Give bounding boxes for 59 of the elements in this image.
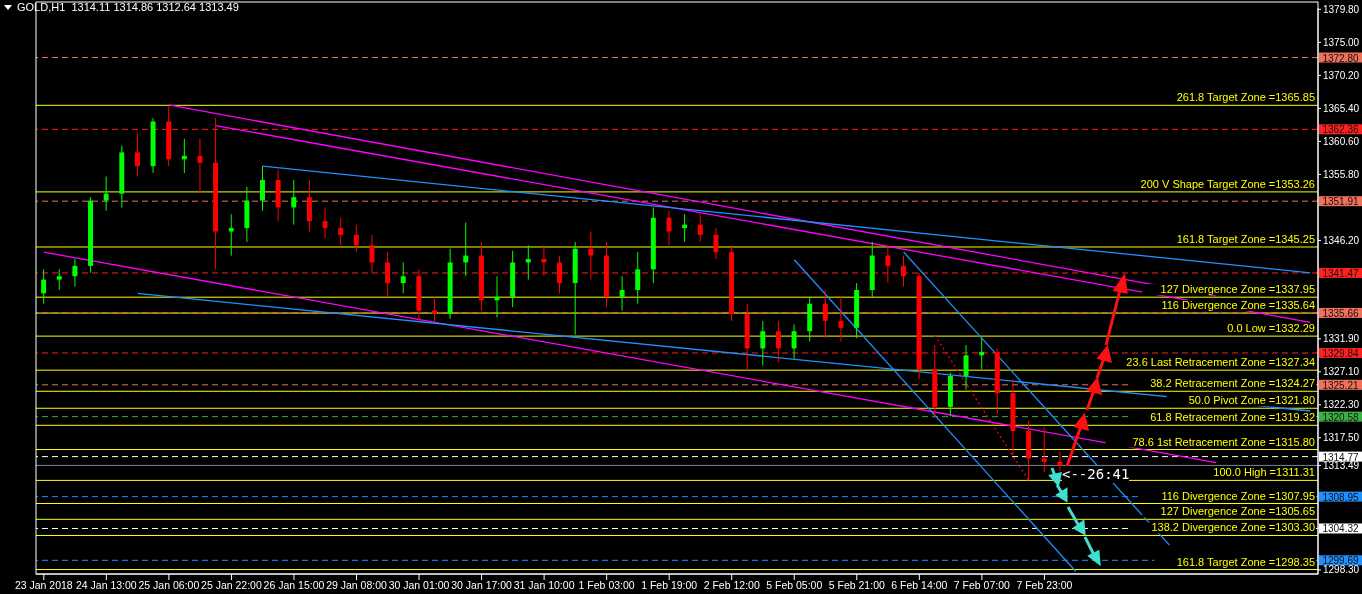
ref-line-label: 1325.21 xyxy=(1322,379,1360,391)
chart-title: GOLD,H1 1314.11 1314.86 1312.64 1313.49 xyxy=(17,1,239,13)
x-tick-label: 25 Jan 22:00 xyxy=(201,579,262,592)
annotation: <--26:41 xyxy=(1062,466,1130,484)
ref-line-label: 1335.66 xyxy=(1322,307,1360,319)
y-tick-label: 1327.10 xyxy=(1323,366,1360,378)
x-tick-label: 1 Feb 03:00 xyxy=(578,579,635,592)
ref-line-label: 1314.77 xyxy=(1322,451,1360,463)
ref-line-label: 1351.91 xyxy=(1322,196,1360,208)
y-tick-label: 1375.00 xyxy=(1323,36,1360,48)
x-tick-label: 2 Feb 12:00 xyxy=(703,579,760,592)
y-tick-label: 1360.60 xyxy=(1323,135,1360,147)
x-tick-label: 1 Feb 19:00 xyxy=(641,579,698,592)
ref-line-label: 261.8 Target Zone =1365.85 xyxy=(1176,91,1315,104)
y-tick-label: 1331.90 xyxy=(1323,333,1360,345)
x-tick-label: 5 Feb 21:00 xyxy=(828,579,885,592)
x-tick-label: 30 Jan 01:00 xyxy=(388,579,450,592)
ref-line-label: 200 V Shape Target Zone =1353.26 xyxy=(1140,177,1315,190)
ref-line-label: 161.8 Target Zone =1298.35 xyxy=(1176,555,1315,568)
ref-line-label: 138.2 Divergence Zone =1303.30 xyxy=(1151,521,1315,534)
ref-line-label: 38.2 Retracement Zone =1324.27 xyxy=(1150,377,1315,390)
y-tick-label: 1355.80 xyxy=(1323,168,1360,180)
y-tick-label: 1365.40 xyxy=(1323,102,1360,114)
y-tick-label: 1346.20 xyxy=(1323,235,1360,246)
ref-line-label: 1308.95 xyxy=(1322,491,1360,503)
y-tick-label: 1298.30 xyxy=(1323,564,1360,576)
ref-line-label: 127 Divergence Zone =1305.65 xyxy=(1160,505,1315,518)
x-tick-label: 29 Jan 08:00 xyxy=(326,579,388,592)
ref-line-label: 116 Divergence Zone =1335.64 xyxy=(1161,299,1315,312)
y-tick-label: 1322.30 xyxy=(1323,399,1360,411)
ref-line-label: 23.6 Last Retracement Zone =1327.34 xyxy=(1126,356,1315,369)
x-tick-label: 5 Feb 05:00 xyxy=(766,579,823,592)
y-tick-label: 1317.50 xyxy=(1323,432,1360,444)
x-tick-label: 25 Jan 06:00 xyxy=(138,579,200,592)
x-tick-label: 6 Feb 14:00 xyxy=(891,579,948,592)
x-tick-label: 23 Jan 2018 xyxy=(14,579,73,592)
ref-line-label: 1320.58 xyxy=(1322,411,1360,423)
ref-line-label: 1362.36 xyxy=(1322,124,1360,136)
ref-line-label: 50.0 Pivot Zone =1321.80 xyxy=(1188,394,1315,407)
x-tick-label: 30 Jan 17:00 xyxy=(451,579,513,592)
y-tick-label: 1370.20 xyxy=(1323,69,1360,81)
x-tick-label: 26 Jan 15:00 xyxy=(263,579,325,592)
ref-line-label: 100.0 High =1311.31 xyxy=(1213,466,1315,479)
x-tick-label: 7 Feb 07:00 xyxy=(953,579,1011,592)
x-tick-label: 24 Jan 13:00 xyxy=(75,579,137,592)
x-tick-label: 31 Jan 10:00 xyxy=(513,579,575,592)
ref-line-label: 1304.32 xyxy=(1322,523,1360,535)
ref-line-label: 127 Divergence Zone =1337.95 xyxy=(1160,283,1315,296)
x-tick-label: 7 Feb 23:00 xyxy=(1016,579,1073,592)
ref-line-label: 1372.80 xyxy=(1322,52,1360,64)
ref-line-label: 78.6 1st Retracement Zone =1315.80 xyxy=(1132,435,1315,448)
y-tick-label: 1379.80 xyxy=(1323,3,1360,15)
ref-line-label: 61.8 Retracement Zone =1319.32 xyxy=(1150,411,1315,424)
ref-line-label: 161.8 Target Zone =1345.25 xyxy=(1176,232,1315,245)
ref-line-label: 0.0 Low =1332.29 xyxy=(1227,322,1315,335)
ref-line-label: 1329.84 xyxy=(1322,347,1360,359)
ref-line-label: 116 Divergence Zone =1307.95 xyxy=(1161,489,1315,502)
ref-line-label: 1299.69 xyxy=(1322,555,1360,567)
ref-line-label: 1341.47 xyxy=(1322,267,1360,279)
